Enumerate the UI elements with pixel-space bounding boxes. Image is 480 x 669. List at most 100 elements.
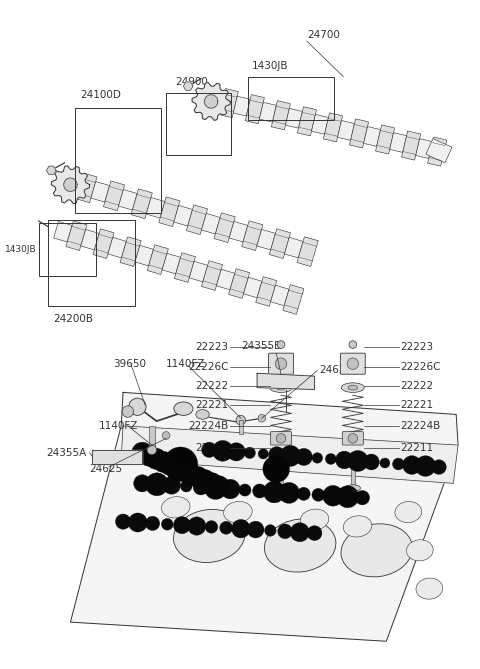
Circle shape (297, 487, 310, 500)
Circle shape (380, 458, 390, 468)
Polygon shape (286, 108, 302, 128)
FancyBboxPatch shape (342, 432, 363, 445)
Text: 22222: 22222 (195, 381, 228, 391)
Ellipse shape (348, 385, 358, 390)
Polygon shape (121, 426, 458, 483)
Text: 1140FZ: 1140FZ (166, 359, 205, 369)
Circle shape (258, 414, 266, 422)
Circle shape (258, 449, 268, 459)
Circle shape (161, 518, 173, 530)
Circle shape (336, 486, 359, 508)
Polygon shape (183, 82, 193, 90)
Ellipse shape (395, 502, 422, 522)
Polygon shape (162, 254, 180, 274)
Text: 22226C: 22226C (401, 361, 441, 371)
Circle shape (323, 486, 343, 506)
Polygon shape (54, 221, 72, 242)
Circle shape (202, 442, 217, 458)
Circle shape (115, 514, 131, 529)
Bar (166, 93, 231, 155)
Polygon shape (324, 113, 343, 142)
Ellipse shape (343, 516, 372, 537)
Bar (39, 223, 96, 276)
Polygon shape (219, 88, 238, 118)
Circle shape (162, 432, 170, 440)
Polygon shape (81, 229, 99, 250)
Polygon shape (103, 181, 125, 211)
Ellipse shape (407, 540, 433, 561)
Polygon shape (192, 82, 230, 120)
Text: 22221: 22221 (401, 400, 434, 410)
Text: 22224B: 22224B (401, 421, 441, 431)
Polygon shape (269, 229, 290, 258)
Text: 24700: 24700 (307, 30, 340, 40)
Ellipse shape (416, 578, 443, 599)
Ellipse shape (270, 383, 292, 393)
Polygon shape (207, 90, 224, 110)
Circle shape (348, 434, 358, 443)
Polygon shape (312, 114, 328, 134)
Ellipse shape (276, 385, 286, 390)
Circle shape (231, 519, 250, 538)
Circle shape (276, 434, 286, 443)
Circle shape (264, 481, 285, 503)
Text: 24625: 24625 (90, 464, 123, 474)
Polygon shape (364, 126, 381, 147)
FancyBboxPatch shape (271, 432, 291, 445)
Bar (75, 108, 161, 213)
Circle shape (349, 341, 357, 349)
Polygon shape (349, 119, 369, 148)
Circle shape (173, 460, 194, 482)
Text: 22221: 22221 (195, 400, 228, 410)
Circle shape (145, 473, 168, 496)
Circle shape (153, 452, 174, 472)
Polygon shape (66, 221, 87, 250)
FancyBboxPatch shape (340, 353, 365, 374)
Circle shape (244, 447, 255, 458)
Ellipse shape (174, 402, 193, 415)
Bar (279, 452, 283, 485)
Ellipse shape (161, 496, 190, 518)
Circle shape (122, 406, 133, 417)
Bar (239, 420, 243, 434)
Circle shape (208, 476, 229, 496)
Bar (48, 220, 134, 306)
Polygon shape (285, 237, 303, 258)
Polygon shape (259, 102, 276, 122)
Circle shape (145, 516, 160, 531)
Polygon shape (120, 237, 141, 266)
Circle shape (180, 480, 192, 492)
Ellipse shape (173, 509, 245, 563)
Circle shape (312, 453, 323, 463)
Circle shape (363, 454, 379, 470)
Ellipse shape (300, 509, 329, 531)
Polygon shape (298, 107, 316, 136)
Ellipse shape (196, 409, 209, 419)
Circle shape (220, 479, 240, 499)
Polygon shape (131, 189, 152, 219)
Circle shape (139, 446, 160, 466)
Polygon shape (174, 253, 195, 282)
Polygon shape (257, 373, 314, 389)
Circle shape (307, 526, 322, 541)
Polygon shape (271, 100, 290, 130)
Circle shape (147, 445, 156, 455)
FancyBboxPatch shape (269, 353, 293, 374)
Text: 1140FZ: 1140FZ (99, 421, 139, 431)
Polygon shape (204, 95, 218, 108)
Polygon shape (91, 181, 109, 202)
Text: 22212: 22212 (195, 443, 228, 453)
Polygon shape (147, 245, 168, 274)
Polygon shape (233, 96, 250, 116)
Circle shape (227, 443, 245, 461)
Circle shape (187, 466, 208, 488)
Polygon shape (428, 137, 447, 166)
Circle shape (348, 450, 368, 472)
Polygon shape (283, 284, 304, 314)
Polygon shape (64, 178, 77, 191)
Circle shape (236, 415, 246, 425)
Circle shape (263, 456, 289, 482)
Circle shape (133, 475, 151, 492)
Ellipse shape (273, 485, 288, 492)
Text: 22211: 22211 (401, 443, 434, 453)
